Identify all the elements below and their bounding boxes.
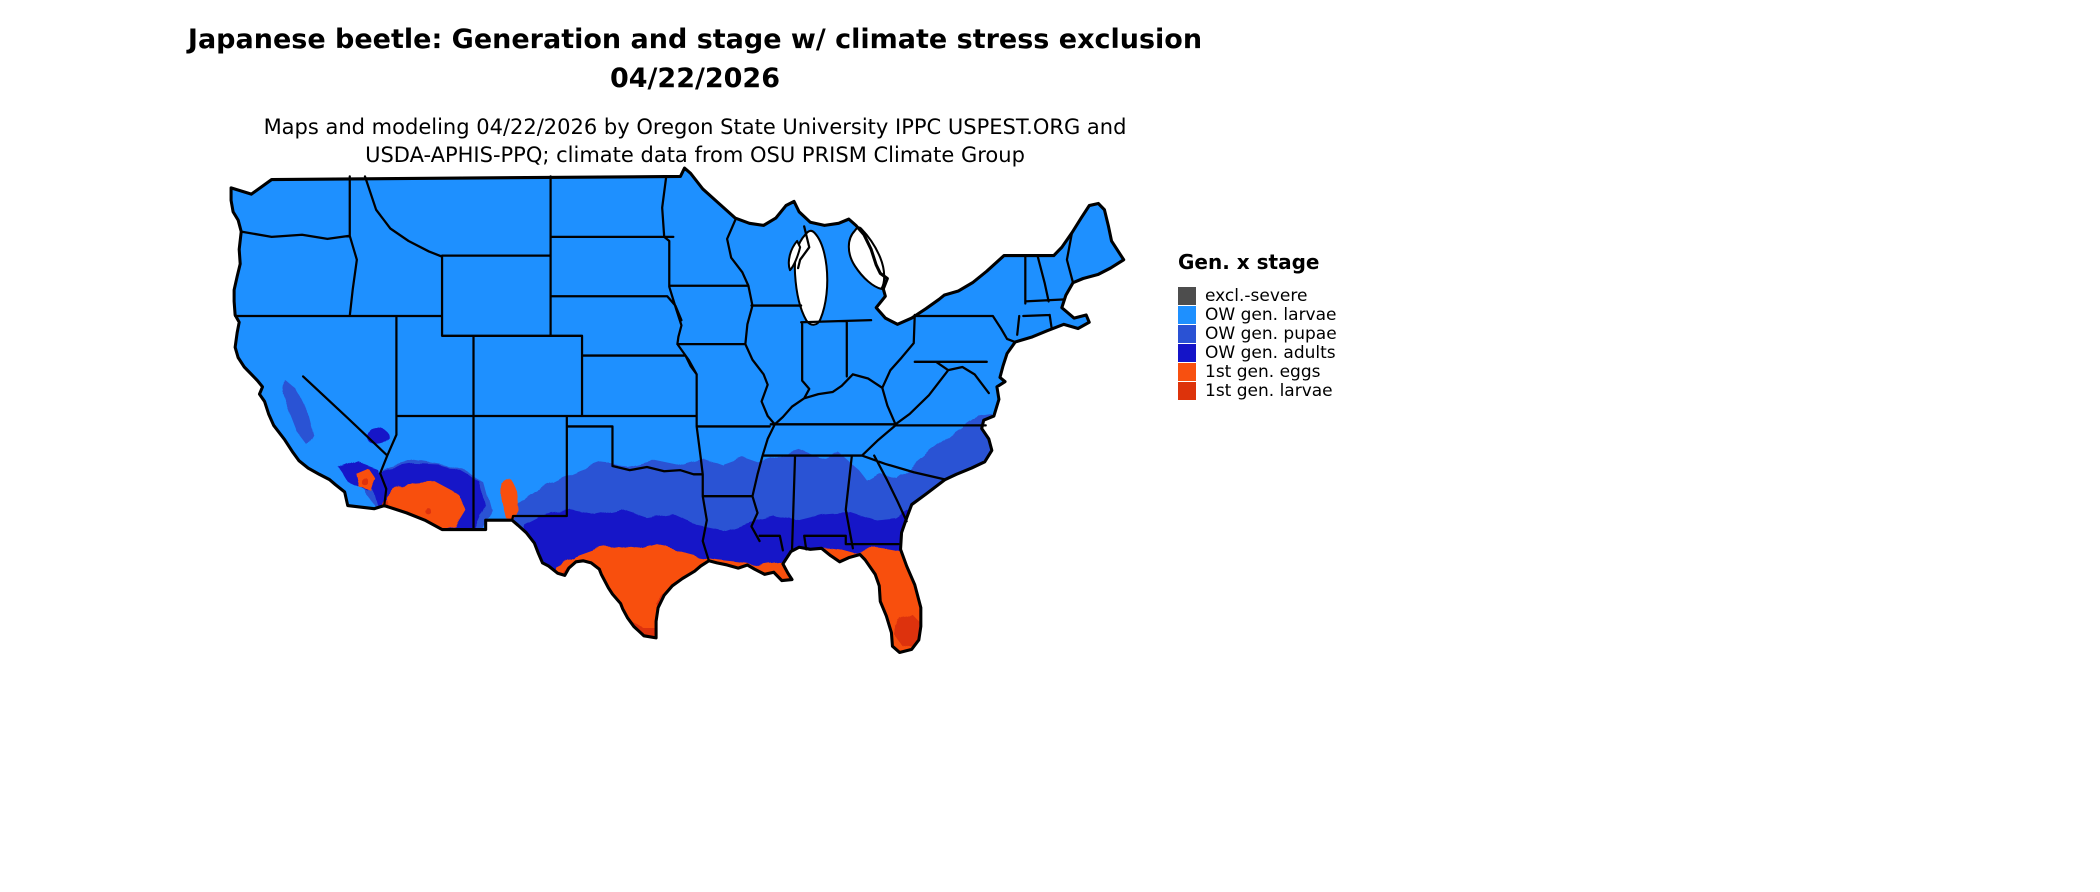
legend-item-eggs: 1st gen. eggs xyxy=(1178,361,1337,382)
region-larvae1-south-florida xyxy=(894,613,922,648)
region-ow-pupae-california-valley xyxy=(282,379,314,446)
page-title: Japanese beetle: Generation and stage w/… xyxy=(0,20,1390,98)
legend-label-ow-larvae: OW gen. larvae xyxy=(1205,304,1337,325)
legend-label-ow-adults: OW gen. adults xyxy=(1205,342,1336,363)
legend-label-1st-larvae: 1st gen. larvae xyxy=(1205,380,1333,401)
map-header: Japanese beetle: Generation and stage w/… xyxy=(0,20,1390,170)
region-larvae1-salton-spot xyxy=(361,477,369,486)
legend-item-ow-pupae: OW gen. pupae xyxy=(1178,323,1337,344)
legend-swatch-1st-larvae xyxy=(1178,381,1196,400)
title-line-1: Japanese beetle: Generation and stage w/… xyxy=(187,24,1203,55)
legend-label-eggs: 1st gen. eggs xyxy=(1205,361,1321,382)
region-eggs-rio-grande-nm xyxy=(501,478,519,521)
legend-swatch-ow-larvae xyxy=(1178,305,1196,324)
page-subtitle: Maps and modeling 04/22/2026 by Oregon S… xyxy=(0,114,1390,169)
legend-item-excl-severe: excl.-severe xyxy=(1178,285,1337,306)
legend-swatch-excl-severe xyxy=(1178,286,1196,305)
region-ow-adults-southern-nevada xyxy=(366,428,390,446)
legend-label-excl-severe: excl.-severe xyxy=(1205,285,1308,306)
green-bay xyxy=(787,239,802,272)
legend-label-ow-pupae: OW gen. pupae xyxy=(1205,323,1337,344)
legend-swatch-ow-adults xyxy=(1178,343,1196,362)
legend-item-1st-larvae: 1st gen. larvae xyxy=(1178,380,1337,401)
legend-item-ow-larvae: OW gen. larvae xyxy=(1178,304,1337,325)
legend-swatch-eggs xyxy=(1178,362,1196,381)
legend-item-ow-adults: OW gen. adults xyxy=(1178,342,1337,363)
state-borders xyxy=(234,175,1075,562)
subtitle-line-1: Maps and modeling 04/22/2026 by Oregon S… xyxy=(263,115,1127,140)
legend-swatch-ow-pupae xyxy=(1178,324,1196,343)
legend: Gen. x stage excl.-severe OW gen. larvae… xyxy=(1178,250,1337,401)
legend-title: Gen. x stage xyxy=(1178,250,1320,274)
title-line-2: 04/22/2026 xyxy=(609,63,780,95)
us-map xyxy=(226,166,1144,666)
us-map-svg xyxy=(229,166,1126,655)
region-larvae1-phoenix-spot xyxy=(423,506,430,513)
subtitle-line-2: USDA-APHIS-PPQ; climate data from OSU PR… xyxy=(365,143,1025,167)
